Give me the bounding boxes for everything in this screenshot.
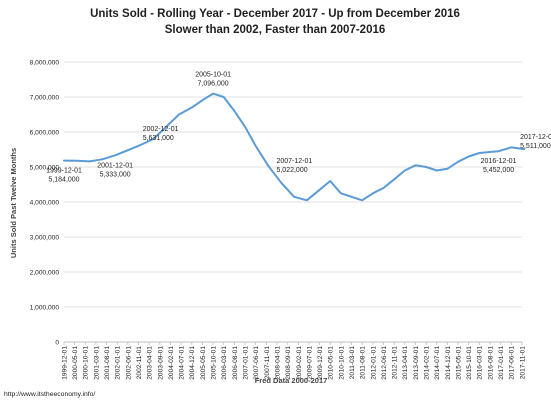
x-tick-label: 2012-01-01 bbox=[370, 346, 377, 380]
x-tick-label: 2014-07-01 bbox=[434, 346, 441, 380]
x-axis-label: Fred Data 2000-2017 bbox=[255, 376, 328, 385]
x-tick-label: 2017-06-01 bbox=[509, 346, 516, 380]
data-label-date: 1999-12-01 bbox=[46, 168, 82, 175]
x-tick-label: 2011-08-01 bbox=[360, 346, 367, 380]
x-tick-label: 2010-10-01 bbox=[338, 346, 345, 380]
data-label-date: 2007-12-01 bbox=[276, 158, 312, 165]
data-label: 2005-10-01 7,096,000 bbox=[195, 72, 231, 88]
data-label: 2016-12-01 5,452,000 bbox=[481, 158, 517, 174]
x-tick-label: 2001-08-01 bbox=[104, 346, 111, 380]
x-tick-label: 2002-01-01 bbox=[115, 346, 122, 380]
x-tick-label: 2002-11-01 bbox=[136, 346, 143, 380]
y-axis-label: Units Sold Past Twelve Months bbox=[9, 148, 18, 258]
x-tick-label: 2006-08-01 bbox=[232, 346, 239, 380]
x-tick-label: 2003-04-01 bbox=[147, 346, 154, 380]
data-label-value: 5,333,000 bbox=[100, 171, 131, 178]
chart-title: Units Sold - Rolling Year - December 201… bbox=[90, 8, 460, 20]
x-tick-label: 2006-03-01 bbox=[221, 346, 228, 380]
x-tick-label: 2014-02-01 bbox=[424, 346, 431, 380]
x-tick-label: 2004-12-01 bbox=[189, 346, 196, 380]
data-label-value: 5,184,000 bbox=[48, 177, 79, 184]
x-tick-label: 2014-12-01 bbox=[445, 346, 452, 380]
x-tick-label: 2008-04-01 bbox=[274, 346, 281, 380]
data-label: 2007-12-01 5,022,000 bbox=[276, 158, 312, 174]
x-tick-label: 2015-10-01 bbox=[466, 346, 473, 380]
x-tick-label: 2017-01-01 bbox=[498, 346, 505, 380]
y-tick-label: 2,000,000 bbox=[30, 269, 60, 276]
data-label-value: 5,511,000 bbox=[520, 143, 551, 150]
x-tick-label: 2009-07-01 bbox=[306, 346, 313, 380]
x-tick-label: 2007-01-01 bbox=[243, 346, 250, 380]
x-tick-label: 2008-09-01 bbox=[285, 346, 292, 380]
gridlines bbox=[64, 61, 522, 343]
x-tick-label: 2013-09-01 bbox=[413, 346, 420, 380]
y-tick-label: 5,000,000 bbox=[30, 164, 60, 171]
data-label: 2002-12-01 5,631,000 bbox=[143, 126, 179, 142]
data-label-date: 2017-12-01 bbox=[520, 134, 551, 141]
x-tick-label: 2012-11-01 bbox=[392, 346, 399, 380]
x-tick-label: 2016-08-01 bbox=[487, 346, 494, 380]
x-tick-label: 2013-04-01 bbox=[402, 346, 409, 380]
x-tick-label: 2010-05-01 bbox=[328, 346, 335, 380]
x-tick-label: 2007-11-01 bbox=[264, 346, 271, 380]
x-tick-label: 2000-05-01 bbox=[72, 346, 79, 380]
data-label: 1999-12-01 5,184,000 bbox=[46, 168, 82, 184]
y-tick-label: 1,000,000 bbox=[30, 304, 60, 311]
x-tick-label: 2016-03-01 bbox=[477, 346, 484, 380]
x-tick-label: 2012-06-01 bbox=[381, 346, 388, 380]
x-tick-label: 2007-06-01 bbox=[253, 346, 260, 380]
data-label: 2017-12-01 5,511,000 bbox=[520, 134, 551, 150]
x-tick-label: 2005-05-01 bbox=[200, 346, 207, 380]
x-tick-label: 2000-10-01 bbox=[83, 346, 90, 380]
chart-subtitle: Slower than 2002, Faster than 2007-2016 bbox=[165, 24, 386, 36]
x-axis: 1999-12-01 2000-05-01 2000-10-01 2001-03-01… bbox=[61, 341, 526, 380]
source-url: http://www.itstheeconomy.info/ bbox=[4, 391, 95, 398]
x-tick-label: 2005-10-01 bbox=[211, 346, 218, 380]
data-label-date: 2005-10-01 bbox=[195, 72, 231, 79]
data-label-value: 5,452,000 bbox=[483, 167, 514, 174]
data-label-date: 2001-12-01 bbox=[97, 162, 133, 169]
x-tick-label: 2004-02-01 bbox=[168, 346, 175, 380]
annotations: 1999-12-015,184,0002001-12-015,333,00020… bbox=[46, 72, 551, 184]
x-tick-label: 2009-12-01 bbox=[317, 346, 324, 380]
y-tick-label: 4,000,000 bbox=[30, 199, 60, 206]
data-label-value: 5,631,000 bbox=[143, 135, 174, 142]
y-tick-label: 6,000,000 bbox=[30, 129, 60, 136]
x-tick-label: 2017-11-01 bbox=[519, 346, 526, 380]
x-tick-label: 1999-12-01 bbox=[61, 346, 68, 380]
data-label-date: 2002-12-01 bbox=[143, 126, 179, 133]
x-tick-label: 2015-05-01 bbox=[455, 346, 462, 380]
data-label-date: 2016-12-01 bbox=[481, 158, 517, 165]
y-tick-label: 0 bbox=[55, 339, 59, 346]
data-label-value: 5,022,000 bbox=[276, 167, 307, 174]
x-tick-label: 2001-03-01 bbox=[93, 346, 100, 380]
series-layer bbox=[63, 92, 526, 202]
y-tick-label: 8,000,000 bbox=[30, 59, 60, 66]
data-label-value: 7,096,000 bbox=[198, 81, 229, 88]
x-tick-label: 2003-09-01 bbox=[157, 346, 164, 380]
y-axis-ticks: 0 1,000,000 2,000,000 3,000,000 4,000,000 5,0… bbox=[30, 59, 60, 346]
data-label: 2001-12-01 5,333,000 bbox=[97, 162, 133, 178]
x-tick-label: 2002-06-01 bbox=[125, 346, 132, 380]
x-tick-label: 2004-07-01 bbox=[179, 346, 186, 380]
x-tick-label: 2009-02-01 bbox=[296, 346, 303, 380]
x-tick-label: 2011-03-01 bbox=[349, 346, 356, 380]
y-tick-label: 7,000,000 bbox=[30, 94, 60, 101]
y-tick-label: 3,000,000 bbox=[30, 234, 60, 241]
series-line bbox=[63, 92, 526, 202]
